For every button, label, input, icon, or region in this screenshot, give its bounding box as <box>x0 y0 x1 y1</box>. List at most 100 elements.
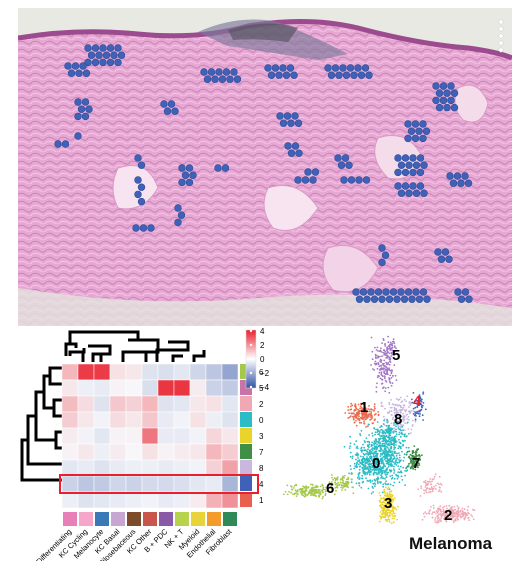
heat-cell <box>61 395 79 413</box>
umap-point <box>319 485 322 488</box>
umap-point <box>369 418 372 421</box>
umap-point <box>354 453 357 456</box>
umap-point <box>386 351 389 354</box>
umap-point <box>382 387 384 389</box>
umap-point <box>387 486 390 489</box>
umap-point <box>350 478 353 481</box>
umap-point <box>384 478 386 480</box>
umap-point <box>393 470 396 472</box>
umap-point <box>390 469 393 472</box>
heat-cell <box>189 379 207 397</box>
umap-point <box>372 455 375 458</box>
umap-point <box>388 391 391 394</box>
umap-point <box>433 475 436 478</box>
umap-point <box>412 392 415 394</box>
umap-point <box>356 445 358 448</box>
umap-point <box>468 512 470 515</box>
umap-point <box>397 425 400 427</box>
umap-point <box>391 506 394 509</box>
umap-point <box>377 413 380 416</box>
umap-point <box>380 401 383 404</box>
umap-point <box>367 468 370 471</box>
umap-point <box>307 486 310 488</box>
umap-point <box>418 394 421 397</box>
umap-point <box>388 500 390 503</box>
umap-point <box>367 463 369 465</box>
umap-point <box>364 464 367 467</box>
spot <box>345 161 353 169</box>
umap-point <box>368 457 370 460</box>
umap-point <box>369 416 372 418</box>
spot <box>286 64 295 72</box>
umap-point <box>395 508 398 511</box>
umap-point <box>376 421 379 423</box>
umap-point <box>379 452 382 455</box>
heat-cell <box>125 443 143 461</box>
umap-point <box>467 516 470 519</box>
umap-point <box>373 362 376 365</box>
umap-point <box>382 423 385 425</box>
umap-point <box>455 520 457 522</box>
umap-point <box>374 442 377 445</box>
spot <box>174 218 182 227</box>
umap-point <box>383 508 386 510</box>
spot <box>415 127 423 135</box>
umap-point <box>396 414 399 417</box>
spot <box>291 142 300 150</box>
spot <box>84 44 92 52</box>
umap-point <box>390 496 392 498</box>
umap-point <box>400 429 402 432</box>
umap-point <box>375 390 378 393</box>
umap-point <box>352 492 355 495</box>
spot <box>271 64 280 72</box>
umap-point <box>383 370 385 373</box>
umap-point <box>341 487 344 489</box>
umap-point <box>363 420 365 422</box>
umap-point <box>298 488 301 491</box>
umap-point <box>366 473 368 475</box>
umap-point <box>391 517 394 520</box>
umap-point <box>395 407 398 410</box>
heat-cell <box>173 395 191 413</box>
umap-point <box>291 488 294 491</box>
spot <box>84 58 92 67</box>
umap-point <box>361 457 364 460</box>
umap-point <box>376 467 379 470</box>
umap-point <box>336 486 339 489</box>
umap-point <box>408 462 410 465</box>
umap-point <box>431 513 433 515</box>
umap-point <box>362 410 365 413</box>
umap-point <box>351 404 354 407</box>
umap-point <box>381 355 383 358</box>
umap-point <box>405 446 408 449</box>
umap-point <box>421 454 423 457</box>
umap-point <box>464 515 467 518</box>
umap-point <box>419 495 422 497</box>
umap-point <box>433 511 436 514</box>
umap-cluster-label: 3 <box>384 495 392 512</box>
spot <box>110 51 118 59</box>
umap-point <box>379 426 381 428</box>
umap-point <box>364 449 367 452</box>
umap-point <box>430 483 433 486</box>
heat-cell <box>125 475 143 493</box>
spot <box>359 288 368 296</box>
umap-point <box>357 408 359 411</box>
umap-point <box>379 435 381 437</box>
heat-cell <box>221 395 239 413</box>
umap-point <box>391 513 393 515</box>
umap-point <box>400 396 402 399</box>
umap-point <box>399 460 401 463</box>
umap-point <box>397 505 399 508</box>
umap-point <box>360 406 363 409</box>
umap-point <box>395 440 398 443</box>
umap-point <box>369 460 372 463</box>
umap-point <box>358 477 361 480</box>
row-label: 4 <box>259 480 264 489</box>
spot <box>350 71 358 79</box>
umap-point <box>453 519 456 522</box>
heat-cell <box>125 427 143 445</box>
umap-point <box>445 510 447 512</box>
umap-point <box>382 485 385 488</box>
umap-point <box>385 469 387 472</box>
